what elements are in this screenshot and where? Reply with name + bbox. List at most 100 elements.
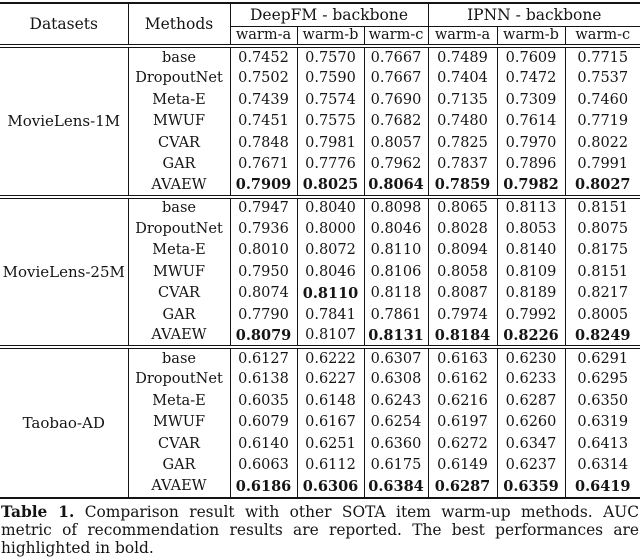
auc-value: 0.6197 xyxy=(427,411,498,433)
auc-value: 0.6307 xyxy=(363,345,429,369)
caption-label: Table 1. xyxy=(1,502,75,521)
auc-value: 0.6230 xyxy=(496,345,566,369)
auc-value: 0.6314 xyxy=(564,454,640,476)
method-name: AVAEW xyxy=(127,325,230,347)
auc-value: 0.6413 xyxy=(564,433,640,455)
auc-value: 0.6254 xyxy=(363,411,429,433)
auc-value: 0.6167 xyxy=(296,411,364,433)
auc-value: 0.7502 xyxy=(229,67,297,89)
auc-value: 0.7575 xyxy=(296,110,364,132)
auc-value: 0.8110 xyxy=(296,282,364,304)
auc-value: 0.7574 xyxy=(296,89,364,111)
auc-value: 0.6260 xyxy=(496,411,566,433)
auc-value: 0.7489 xyxy=(427,44,498,68)
auc-value: 0.8249 xyxy=(564,325,640,347)
method-name: base xyxy=(127,44,230,68)
auc-value: 0.6162 xyxy=(427,368,498,390)
table-row: MovieLens-25M base 0.7947 0.8040 0.8098 0.806… xyxy=(0,194,640,347)
auc-value: 0.7570 xyxy=(296,44,364,68)
auc-value: 0.6237 xyxy=(496,454,566,476)
auc-value: 0.8106 xyxy=(363,261,429,283)
auc-value: 0.7439 xyxy=(229,89,297,111)
auc-value: 0.8064 xyxy=(363,175,429,197)
table-row: MWUF 0.6079 0.6167 0.6254 0.6197 0.6260 0.6319 xyxy=(0,411,640,433)
method-name: AVAEW xyxy=(127,175,230,197)
dataset-name: MovieLens-25M xyxy=(0,194,128,347)
column-header-warm-c: warm-c xyxy=(564,26,640,46)
auc-value: 0.6140 xyxy=(229,433,297,455)
column-header-methods: Methods xyxy=(127,3,230,46)
auc-value: 0.8028 xyxy=(427,218,498,240)
column-group-deepfm-backbone: DeepFM - backbone xyxy=(229,3,429,27)
auc-value: 0.6359 xyxy=(496,476,566,498)
auc-value: 0.7480 xyxy=(427,110,498,132)
table-row: MovieLens-1M base 0.7452 0.7570 0.7667 0.7489… xyxy=(0,44,640,197)
auc-value: 0.8072 xyxy=(296,239,364,261)
auc-value: 0.7309 xyxy=(496,89,566,111)
auc-value: 0.7974 xyxy=(427,304,498,326)
method-name: base xyxy=(127,345,230,369)
table-row: Meta-E 0.7439 0.7574 0.7690 0.7135 0.7309 0.74… xyxy=(0,89,640,111)
method-name: GAR xyxy=(127,304,230,326)
table-row: GAR 0.7790 0.7841 0.7861 0.7974 0.7992 0.8005 xyxy=(0,304,640,326)
auc-value: 0.8113 xyxy=(496,194,566,218)
auc-value: 0.7590 xyxy=(296,67,364,89)
auc-value: 0.8107 xyxy=(296,325,364,347)
auc-value: 0.7936 xyxy=(229,218,297,240)
column-header-warm-c: warm-c xyxy=(363,26,429,46)
auc-value: 0.8175 xyxy=(564,239,640,261)
column-header-warm-b: warm-b xyxy=(296,26,364,46)
auc-value: 0.6243 xyxy=(363,390,429,412)
auc-value: 0.7715 xyxy=(564,44,640,68)
table-row: CVAR 0.6140 0.6251 0.6360 0.6272 0.6347 0.6413 xyxy=(0,433,640,455)
auc-value: 0.8053 xyxy=(496,218,566,240)
auc-value: 0.8075 xyxy=(564,218,640,240)
auc-value: 0.7135 xyxy=(427,89,498,111)
auc-value: 0.7861 xyxy=(363,304,429,326)
auc-value: 0.7790 xyxy=(229,304,297,326)
auc-value: 0.8022 xyxy=(564,132,640,154)
column-header-warm-a: warm-a xyxy=(427,26,498,46)
column-header-warm-a: warm-a xyxy=(229,26,297,46)
auc-value: 0.8226 xyxy=(496,325,566,347)
auc-value: 0.8189 xyxy=(496,282,566,304)
auc-value: 0.6112 xyxy=(296,454,364,476)
auc-value: 0.6138 xyxy=(229,368,297,390)
auc-value: 0.7909 xyxy=(229,175,297,197)
auc-value: 0.7667 xyxy=(363,67,429,89)
auc-value: 0.6308 xyxy=(363,368,429,390)
method-name: DropoutNet xyxy=(127,368,230,390)
auc-value: 0.8040 xyxy=(296,194,364,218)
method-name: GAR xyxy=(127,454,230,476)
auc-value: 0.8131 xyxy=(363,325,429,347)
table-row: Meta-E 0.6035 0.6148 0.6243 0.6216 0.6287 0.63… xyxy=(0,390,640,412)
auc-value: 0.6186 xyxy=(229,476,297,498)
dataset-name: MovieLens-1M xyxy=(0,44,128,197)
table-row: MWUF 0.7451 0.7575 0.7682 0.7480 0.7614 0.7719 xyxy=(0,110,640,132)
auc-value: 0.6063 xyxy=(229,454,297,476)
method-name: GAR xyxy=(127,153,230,175)
auc-value: 0.6272 xyxy=(427,433,498,455)
auc-value: 0.7992 xyxy=(496,304,566,326)
auc-value: 0.7837 xyxy=(427,153,498,175)
method-name: MWUF xyxy=(127,261,230,283)
auc-value: 0.7537 xyxy=(564,67,640,89)
auc-value: 0.8000 xyxy=(296,218,364,240)
auc-value: 0.6163 xyxy=(427,345,498,369)
auc-value: 0.6306 xyxy=(296,476,364,498)
auc-value: 0.7671 xyxy=(229,153,297,175)
auc-value: 0.8098 xyxy=(363,194,429,218)
auc-value: 0.7719 xyxy=(564,110,640,132)
table-row: DropoutNet 0.7502 0.7590 0.7667 0.7404 0.7472… xyxy=(0,67,640,89)
auc-value: 0.7451 xyxy=(229,110,297,132)
table-row: GAR 0.7671 0.7776 0.7962 0.7837 0.7896 0.7991 xyxy=(0,153,640,175)
method-name: AVAEW xyxy=(127,476,230,498)
auc-value: 0.7841 xyxy=(296,304,364,326)
auc-value: 0.7859 xyxy=(427,175,498,197)
comparison-table: Datasets Methods DeepFM - backbone IPNN … xyxy=(0,2,640,499)
auc-value: 0.8046 xyxy=(296,261,364,283)
auc-value: 0.8027 xyxy=(564,175,640,197)
auc-value: 0.6360 xyxy=(363,433,429,455)
auc-value: 0.8046 xyxy=(363,218,429,240)
auc-value: 0.6149 xyxy=(427,454,498,476)
